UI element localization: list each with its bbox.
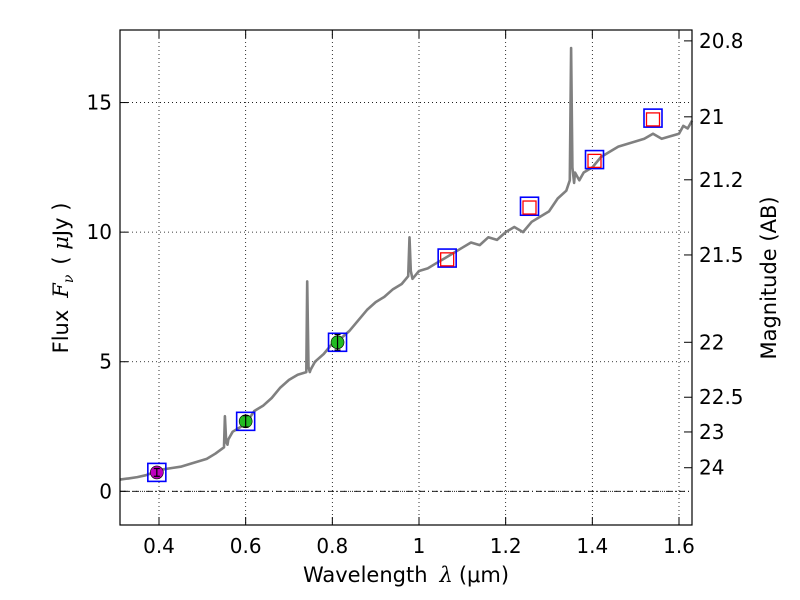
model-photometry-marker bbox=[584, 149, 605, 170]
x-tick-label: 0.8 bbox=[316, 534, 348, 558]
model-photometry-marker bbox=[235, 411, 256, 432]
upper-limit-marker bbox=[522, 200, 537, 215]
spectrum-line bbox=[119, 46, 694, 481]
observed-photometry-series bbox=[150, 333, 345, 480]
x-axis-ticks: 0.4 0.6 0.8 1 1.2 1.4 1.6 bbox=[143, 30, 695, 558]
upper-limit-marker bbox=[645, 112, 661, 127]
y2-tick-label: 22.5 bbox=[699, 385, 744, 409]
model-photometry-marker bbox=[327, 332, 348, 353]
y2-tick-label: 21.2 bbox=[699, 168, 744, 192]
upper-limit-marker bbox=[587, 153, 602, 169]
y2-tick-label: 20.8 bbox=[699, 29, 744, 53]
y2-axis-title: Magnitude (AB) bbox=[757, 196, 781, 359]
model-photometry-marker bbox=[519, 196, 540, 217]
y2-axis-ticks: 20.8 21 21.2 21.5 22 22.5 23 24 bbox=[684, 29, 744, 480]
model-photometry-marker bbox=[643, 108, 663, 128]
grid-lines bbox=[120, 30, 692, 525]
y2-tick-label: 23 bbox=[699, 420, 724, 444]
model-photometry-marker bbox=[437, 248, 457, 268]
x-tick-label: 0.4 bbox=[143, 534, 175, 558]
y2-tick-label: 21 bbox=[699, 105, 724, 129]
model-photometry-marker bbox=[147, 462, 167, 483]
spectrum-series bbox=[119, 46, 694, 481]
model-photometry-series bbox=[147, 108, 663, 483]
x-tick-label: 1.6 bbox=[663, 534, 695, 558]
x-axis-title: Wavelength λ (μm) bbox=[303, 563, 509, 587]
y-axis-ticks: 0 5 10 15 bbox=[87, 91, 128, 503]
upper-limit-marker bbox=[440, 252, 455, 267]
x-tick-label: 1 bbox=[413, 534, 426, 558]
y2-tick-label: 24 bbox=[699, 456, 724, 480]
y-tick-label: 0 bbox=[99, 479, 112, 503]
y-tick-label: 5 bbox=[99, 350, 112, 374]
plot-frame bbox=[119, 29, 693, 526]
upper-limit-series bbox=[440, 112, 661, 267]
x-tick-label: 0.6 bbox=[230, 534, 262, 558]
y2-tick-label: 21.5 bbox=[699, 243, 744, 267]
y2-tick-label: 22 bbox=[699, 330, 724, 354]
y-tick-label: 10 bbox=[87, 220, 112, 244]
y-tick-label: 15 bbox=[87, 91, 112, 115]
x-tick-label: 1.4 bbox=[576, 534, 608, 558]
y-axis-title: FluxFν( μJy ) bbox=[49, 203, 77, 354]
x-tick-label: 1.2 bbox=[490, 534, 522, 558]
